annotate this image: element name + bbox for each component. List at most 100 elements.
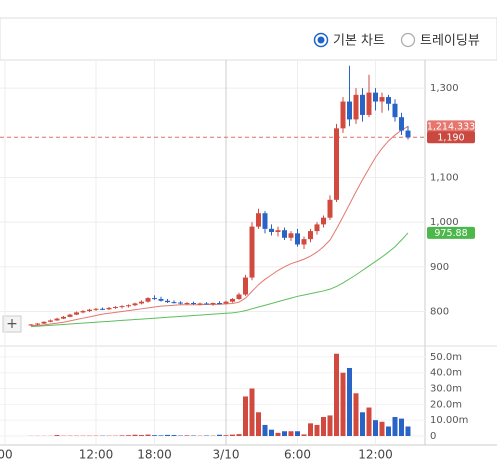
candle-body [165,301,170,302]
radio-label[interactable]: 트레이딩뷰 [420,34,480,49]
volume-bar [282,431,287,436]
candle-body [347,102,352,120]
candle-body [380,97,385,101]
x-tick-label: 18:00 [137,448,172,462]
candle-body [172,302,177,303]
candle-body [107,308,112,309]
radio-label[interactable]: 기본 차트 [333,34,385,49]
volume-bar [328,415,333,436]
volume-bar [289,431,294,436]
y-tick-label: 1,000 [430,217,459,228]
volume-bar [120,435,125,436]
candle-body [61,317,66,319]
volume-bar [308,423,313,436]
volume-bar [321,417,326,436]
moving-average-line [31,233,408,327]
candle-body [42,322,47,324]
candle-body [35,324,40,325]
volume-bar [354,393,359,436]
volume-bar [302,434,307,436]
candle-body [126,305,131,306]
volume-bar [172,435,177,436]
candle-body [386,97,391,104]
radio[interactable] [402,34,415,47]
y-tick-label: 900 [430,262,449,273]
y-tick-label: 10.00m [430,415,468,426]
candle-body [68,315,73,317]
price-tag-label: 1,190 [437,132,464,143]
volume-bar [263,425,268,436]
volume-bar [139,435,144,436]
candle-body [334,128,339,199]
candle-body [250,227,255,278]
candle-body [321,218,326,225]
candle-body [217,303,222,304]
candle-body [146,298,151,302]
candle-body [81,311,86,312]
volume-bar [152,435,157,436]
candle-body [276,230,281,232]
candle-body [198,303,203,304]
candle-body [113,307,118,308]
volume-bar [295,431,300,436]
x-tick-label: 6:00 [284,448,311,462]
candle-body [360,95,365,115]
volume-bar [373,420,378,436]
candle-body [256,213,261,226]
candle-body [295,233,300,244]
volume-bar [55,435,60,436]
candle-body [354,95,359,120]
y-tick-label: 800 [430,306,449,317]
candle-body [243,278,248,295]
volume-bar [159,435,164,436]
candle-body [237,295,242,299]
candle-body [269,229,274,232]
x-tick-label: 12:00 [358,448,393,462]
candle-body [315,224,320,231]
candle-body [120,306,125,307]
candle-body [74,312,79,314]
candle-body [367,93,372,115]
volume-bar [126,435,131,436]
y-tick-label: 0 [430,431,436,442]
volume-bar [347,368,352,436]
volume-bar [399,419,404,436]
y-tick-label: 50.0m [430,352,462,363]
candle-body [406,131,411,138]
x-tick-label: 12:00 [79,448,114,462]
volume-bar [380,422,385,436]
candle-body [341,102,346,129]
candle-body [100,309,105,310]
volume-bar [185,435,190,436]
price-tag-label: 1,214.333 [427,121,475,132]
candle-body [328,200,333,218]
y-tick-label: 1,100 [430,172,459,183]
volume-bar [406,427,411,436]
x-tick-label: 00 [0,448,13,462]
candle-body [55,319,60,321]
volume-bar [146,435,151,436]
candle-body [263,213,268,229]
volume-bar [237,434,242,436]
volume-bar [224,435,229,436]
candle-body [139,302,144,304]
candle-body [211,303,216,304]
volume-bar [256,412,261,436]
y-tick-label: 1,300 [430,83,459,94]
candle-body [48,320,53,321]
candle-body [289,233,294,237]
add-icon: + [6,316,18,332]
radio-dot [318,37,325,44]
volume-bar [243,396,248,436]
volume-bar [217,435,222,436]
y-tick-label: 30.0m [430,384,462,395]
candle-body [185,303,190,304]
candle-body [87,310,92,311]
volume-bar [165,435,170,436]
candle-body [393,104,398,117]
candle-body [204,303,209,304]
volume-bar [367,408,372,436]
volume-bar [360,412,365,436]
candle-body [178,303,183,304]
